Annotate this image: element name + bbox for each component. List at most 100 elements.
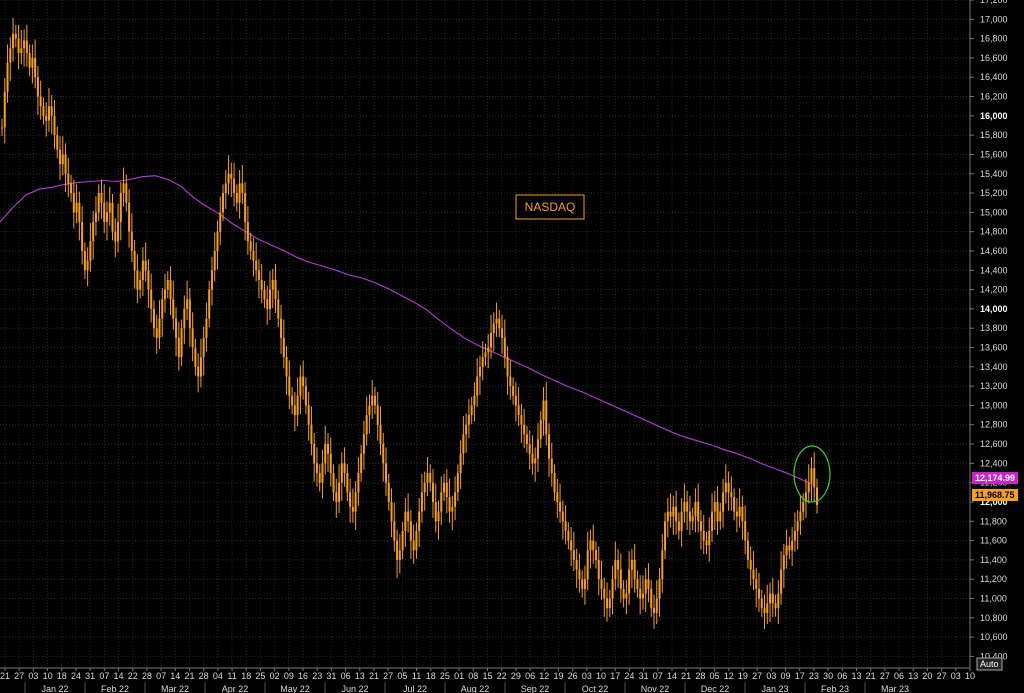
candle-body [72, 193, 75, 213]
candle-body [119, 193, 122, 223]
candle-body [810, 468, 813, 483]
candle-body [647, 579, 650, 589]
x-day-label: 21 [369, 671, 379, 681]
x-day-label: 31 [85, 671, 95, 681]
candle-body [724, 482, 727, 493]
candle-body [675, 506, 678, 522]
candle-body [600, 579, 603, 589]
y-tick-label: 13,000 [980, 400, 1008, 410]
candle-body [448, 497, 451, 512]
candle-body [545, 400, 548, 435]
y-tick-label: 12,400 [980, 458, 1008, 468]
candle-body [550, 458, 553, 474]
candle-body [672, 506, 675, 517]
grid-lines [0, 0, 971, 668]
candle-body [175, 318, 178, 338]
candle-body [155, 328, 158, 338]
candle-body [517, 405, 520, 416]
candle-body [390, 501, 393, 522]
candle-body [180, 328, 183, 358]
candle-body [509, 376, 512, 387]
candle-body [699, 521, 702, 531]
candle-body [327, 444, 329, 454]
x-day-label: 28 [695, 671, 705, 681]
candle-body [730, 492, 733, 498]
candle-body [360, 453, 363, 474]
y-tick-label: 13,200 [980, 381, 1008, 391]
candle-body [210, 270, 213, 290]
y-tick-label: 15,400 [980, 169, 1008, 179]
y-tick-label: 12,600 [980, 439, 1008, 449]
candle-body [282, 337, 285, 358]
candle-body [205, 318, 208, 338]
x-day-label: 06 [894, 671, 904, 681]
candle-body [188, 299, 191, 329]
x-month-label: May 22 [280, 684, 310, 693]
candle-body [744, 521, 747, 541]
highlight-circle [793, 445, 831, 503]
y-tick-label: 10,800 [980, 613, 1008, 623]
candle-body [487, 347, 490, 353]
candle-body [412, 540, 415, 551]
candle-body [799, 511, 802, 522]
candle-body [39, 96, 42, 107]
x-day-label: 12 [539, 671, 549, 681]
x-month-label: Oct 22 [582, 684, 609, 693]
candle-body [396, 540, 399, 560]
y-tick-label: 14,800 [980, 227, 1008, 237]
x-day-label: 01 [454, 671, 464, 681]
auto-button-label[interactable]: Auto [980, 659, 999, 669]
candle-body [387, 482, 390, 502]
candle-body [791, 540, 794, 551]
candle-body [161, 299, 164, 319]
candle-body [332, 473, 335, 493]
candle-body [177, 337, 180, 358]
candle-body [431, 482, 434, 502]
candle-body [97, 193, 100, 213]
candle-body [688, 511, 691, 522]
y-tick-label: 15,200 [980, 188, 1008, 198]
x-month-label: Jun 22 [341, 684, 368, 693]
candle-body [114, 231, 117, 242]
x-day-label: 21 [0, 671, 10, 681]
annotation-layer: NASDAQ [515, 194, 831, 503]
nasdaq-label: NASDAQ [525, 200, 576, 214]
candle-body [426, 473, 429, 483]
candle-body [321, 463, 324, 483]
candle-body [597, 559, 600, 580]
candle-body [686, 501, 689, 512]
candle-body [59, 149, 62, 165]
candle-body [125, 183, 128, 203]
candle-body [467, 415, 470, 425]
auto-button[interactable]: Auto [976, 657, 1003, 671]
candle-body [495, 318, 498, 324]
candle-body [525, 434, 528, 445]
candle-body [777, 593, 780, 609]
candle-body [108, 202, 111, 213]
x-month-label: Feb 23 [821, 684, 849, 693]
candle-body [531, 453, 534, 464]
candle-body [346, 473, 349, 493]
y-tick-label: 17,200 [980, 0, 1008, 5]
x-day-label: 10 [596, 671, 606, 681]
candle-body [285, 357, 288, 377]
candle-body [454, 492, 457, 507]
candle-body [373, 395, 376, 406]
x-day-label: 15 [482, 671, 492, 681]
x-day-label: 06 [837, 671, 847, 681]
x-day-label: 18 [241, 671, 251, 681]
candle-body [340, 463, 343, 483]
candle-body [669, 511, 672, 517]
x-day-label: 26 [568, 671, 578, 681]
x-day-label: 03 [28, 671, 38, 681]
x-day-label: 22 [497, 671, 507, 681]
candle-body [691, 516, 694, 522]
candle-body [476, 376, 479, 396]
x-day-label: 03 [766, 671, 776, 681]
candle-body [625, 593, 628, 599]
candle-body [50, 106, 53, 116]
candle-body [67, 173, 70, 184]
candle-body [780, 569, 783, 594]
candle-body [490, 333, 492, 348]
